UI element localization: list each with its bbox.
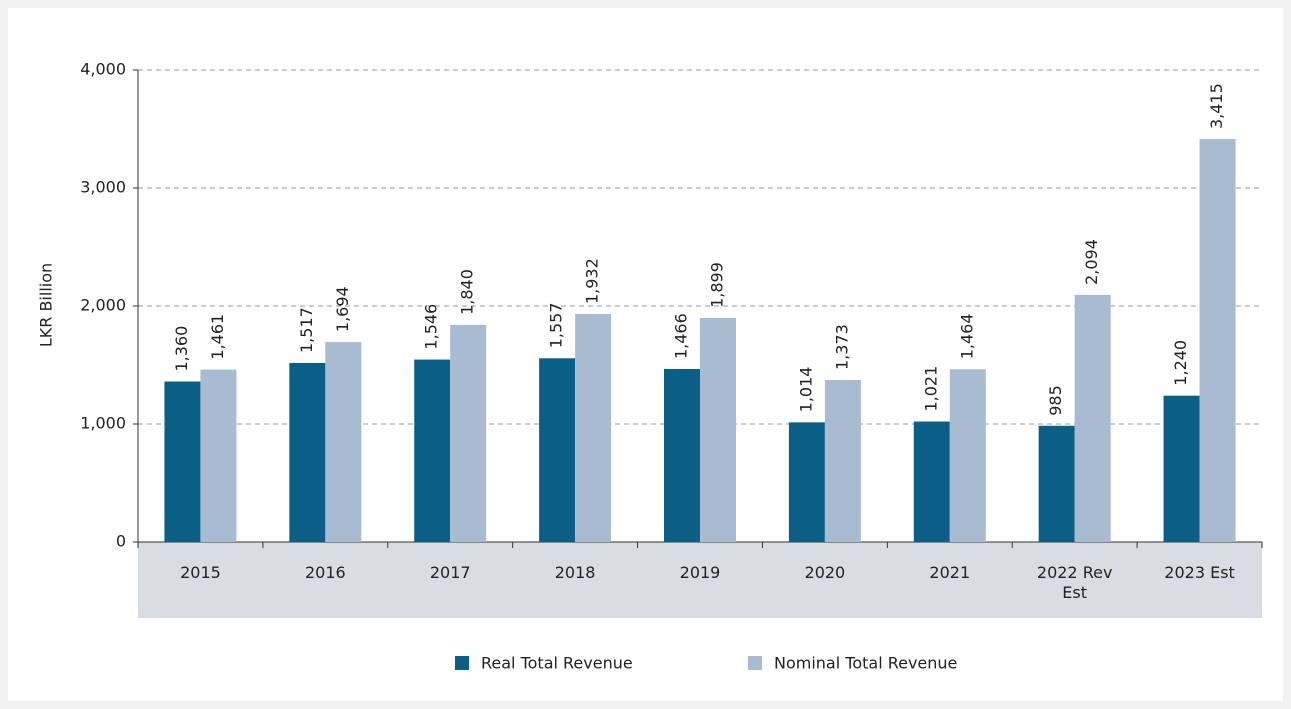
x-tick-label: 2019	[679, 563, 721, 582]
bar	[325, 342, 362, 542]
data-label: 1,461	[208, 314, 227, 360]
data-label: 1,694	[333, 286, 352, 332]
data-label: 1,240	[1171, 340, 1190, 386]
bar	[289, 362, 326, 542]
data-label: 1,546	[422, 304, 441, 350]
data-label: 1,899	[708, 262, 727, 308]
y-tick-label: 2,000	[80, 296, 126, 315]
bar	[788, 422, 825, 542]
data-label: 1,517	[297, 307, 316, 353]
y-tick-label: 4,000	[80, 60, 126, 79]
data-label: 985	[1046, 385, 1065, 416]
bar	[1163, 395, 1200, 542]
legend-label: Real Total Revenue	[481, 654, 633, 673]
x-tick-label: 2020	[804, 563, 846, 582]
bar	[164, 381, 201, 542]
data-label: 1,373	[832, 324, 851, 370]
data-label: 1,021	[921, 366, 940, 412]
data-label: 1,840	[458, 269, 477, 315]
x-tick-label: 2021	[929, 563, 971, 582]
data-label: 1,360	[172, 326, 191, 372]
bar	[539, 358, 576, 542]
y-axis-title: LKR Billion	[37, 263, 56, 347]
x-tick-label: 2018	[554, 563, 596, 582]
data-label: 2,094	[1082, 239, 1101, 285]
bar	[824, 379, 861, 542]
x-tick-label: 2016	[304, 563, 346, 582]
data-label: 1,464	[957, 313, 976, 359]
bar	[414, 359, 451, 542]
x-tick-label: 2015	[180, 563, 221, 582]
x-tick-label: 2023 Est	[1164, 563, 1235, 582]
bar	[949, 369, 986, 542]
bar	[1038, 425, 1075, 542]
bar	[1199, 139, 1236, 542]
bar	[200, 369, 237, 542]
bar	[700, 317, 736, 542]
bar	[575, 314, 612, 542]
data-label: 1,466	[672, 313, 691, 359]
data-label: 3,415	[1207, 83, 1226, 129]
x-tick-label: 2017	[429, 563, 471, 582]
bar	[1074, 294, 1111, 542]
y-tick-label: 1,000	[80, 414, 126, 433]
legend-swatch	[455, 656, 469, 670]
legend-label: Nominal Total Revenue	[774, 654, 957, 673]
bar	[913, 421, 950, 542]
y-tick-label: 0	[116, 532, 126, 551]
x-tick-label: 2022 Rev Est	[1036, 563, 1113, 602]
data-label: 1,932	[583, 258, 602, 304]
bar	[664, 369, 700, 542]
y-tick-label: 3,000	[80, 178, 126, 197]
bar	[450, 324, 487, 542]
category-band	[138, 542, 1262, 618]
legend-swatch	[748, 656, 762, 670]
data-label: 1,014	[796, 367, 815, 413]
data-label: 1,557	[547, 302, 566, 348]
